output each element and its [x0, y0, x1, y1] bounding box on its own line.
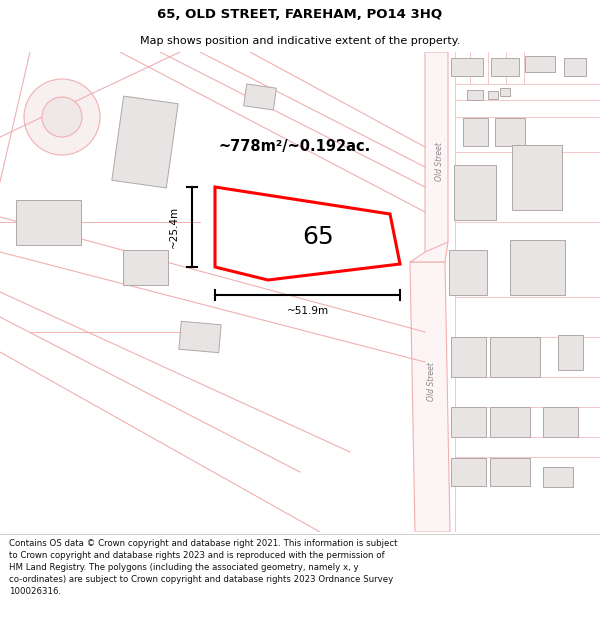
Polygon shape — [425, 52, 448, 257]
Polygon shape — [490, 407, 530, 437]
Text: ~51.9m: ~51.9m — [286, 306, 329, 316]
Polygon shape — [451, 58, 483, 76]
Text: 65: 65 — [302, 225, 334, 249]
Polygon shape — [451, 337, 485, 377]
Polygon shape — [467, 90, 483, 100]
Polygon shape — [542, 407, 577, 437]
Text: Old Street: Old Street — [427, 362, 437, 401]
Polygon shape — [451, 458, 485, 486]
Polygon shape — [454, 164, 496, 219]
Polygon shape — [490, 337, 540, 377]
Polygon shape — [449, 249, 487, 294]
Polygon shape — [525, 56, 555, 72]
Polygon shape — [488, 91, 498, 99]
Polygon shape — [112, 96, 178, 188]
Polygon shape — [490, 458, 530, 486]
Text: Map shows position and indicative extent of the property.: Map shows position and indicative extent… — [140, 36, 460, 46]
Polygon shape — [463, 118, 487, 146]
Polygon shape — [543, 467, 573, 487]
Polygon shape — [16, 199, 80, 244]
Polygon shape — [451, 407, 485, 437]
Text: Old Street: Old Street — [436, 142, 445, 181]
Polygon shape — [500, 88, 510, 96]
Polygon shape — [410, 242, 448, 262]
Text: 65, OLD STREET, FAREHAM, PO14 3HQ: 65, OLD STREET, FAREHAM, PO14 3HQ — [157, 8, 443, 21]
Polygon shape — [491, 58, 519, 76]
Text: Contains OS data © Crown copyright and database right 2021. This information is : Contains OS data © Crown copyright and d… — [9, 539, 398, 596]
Text: ~25.4m: ~25.4m — [169, 206, 179, 248]
Polygon shape — [244, 84, 277, 110]
Polygon shape — [512, 144, 562, 209]
Polygon shape — [122, 249, 167, 284]
Polygon shape — [557, 334, 583, 369]
Circle shape — [42, 97, 82, 137]
Circle shape — [24, 79, 100, 155]
Polygon shape — [179, 321, 221, 352]
Polygon shape — [410, 262, 450, 532]
Polygon shape — [564, 58, 586, 76]
Text: ~778m²/~0.192ac.: ~778m²/~0.192ac. — [219, 139, 371, 154]
Polygon shape — [509, 239, 565, 294]
Polygon shape — [495, 118, 525, 146]
